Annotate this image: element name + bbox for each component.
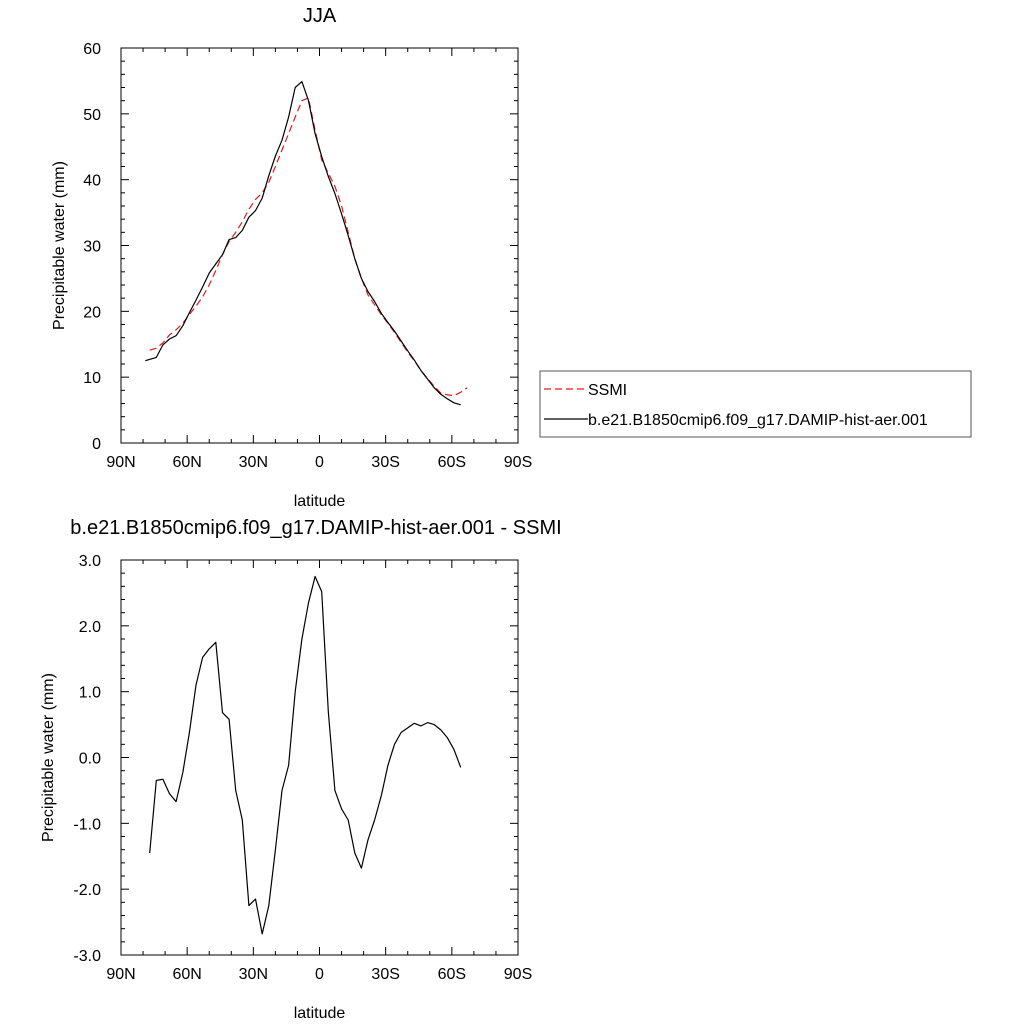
y-tick-label: 50 — [83, 107, 101, 124]
y-tick-label: -1.0 — [73, 816, 101, 833]
x-tick-label: 30N — [239, 966, 268, 983]
y-tick-label: 30 — [83, 239, 101, 256]
y-tick-label: 10 — [83, 370, 101, 387]
y-tick-label: -3.0 — [73, 948, 101, 965]
x-tick-label: 0 — [315, 966, 324, 983]
x-tick-label: 30N — [239, 454, 268, 471]
y-tick-label: 60 — [83, 41, 101, 58]
y-tick-label: 0 — [92, 436, 101, 453]
chart-panel-1: JJA 90N 60N 30N 0 30S 60S 90S 0 10 20 30 40 50 60 latit… — [51, 5, 972, 510]
y-axis-title: Precipitable water (mm) — [40, 673, 57, 842]
x-tick-label: 60N — [172, 454, 201, 471]
y-tick-label: 20 — [83, 304, 101, 321]
series-line-model — [145, 80, 461, 406]
y-axis-title: Precipitable water (mm) — [51, 161, 68, 330]
y-tick-label: 40 — [83, 173, 101, 190]
y-tick-label: 3.0 — [79, 553, 101, 570]
x-axis-title: latitude — [294, 1005, 346, 1022]
x-tick-label: 0 — [315, 454, 324, 471]
x-tick-label: 60N — [172, 966, 201, 983]
x-tick-label: 90S — [504, 454, 532, 471]
chart-title: JJA — [303, 5, 337, 27]
y-tick-label: 1.0 — [79, 685, 101, 702]
y-tick-label: 0.0 — [79, 751, 101, 768]
x-tick-label: 90S — [504, 966, 532, 983]
series-line-ssmi — [149, 97, 468, 397]
x-tick-label: 90N — [106, 454, 135, 471]
legend: SSMI b.e21.B1850cmip6.f09_g17.DAMIP-hist-… — [539, 370, 972, 438]
legend-box — [539, 370, 972, 438]
y-tick-label: 2.0 — [79, 619, 101, 636]
series-line-difference — [149, 575, 462, 935]
legend-label: SSMI — [588, 382, 627, 399]
x-tick-label: 30S — [371, 966, 399, 983]
x-axis-title: latitude — [294, 493, 346, 510]
chart-title: b.e21.B1850cmip6.f09_g17.DAMIP-hist-aer.… — [70, 517, 561, 539]
legend-label: b.e21.B1850cmip6.f09_g17.DAMIP-hist-aer.… — [588, 412, 928, 429]
plot-frame — [120, 47, 519, 444]
x-tick-label: 30S — [371, 454, 399, 471]
plot-frame — [120, 559, 519, 956]
x-tick-label: 60S — [438, 454, 466, 471]
x-tick-label: 60S — [438, 966, 466, 983]
chart-panel-2: b.e21.B1850cmip6.f09_g17.DAMIP-hist-aer.… — [40, 517, 562, 1022]
x-tick-label: 90N — [106, 966, 135, 983]
y-tick-label: -2.0 — [73, 882, 101, 899]
